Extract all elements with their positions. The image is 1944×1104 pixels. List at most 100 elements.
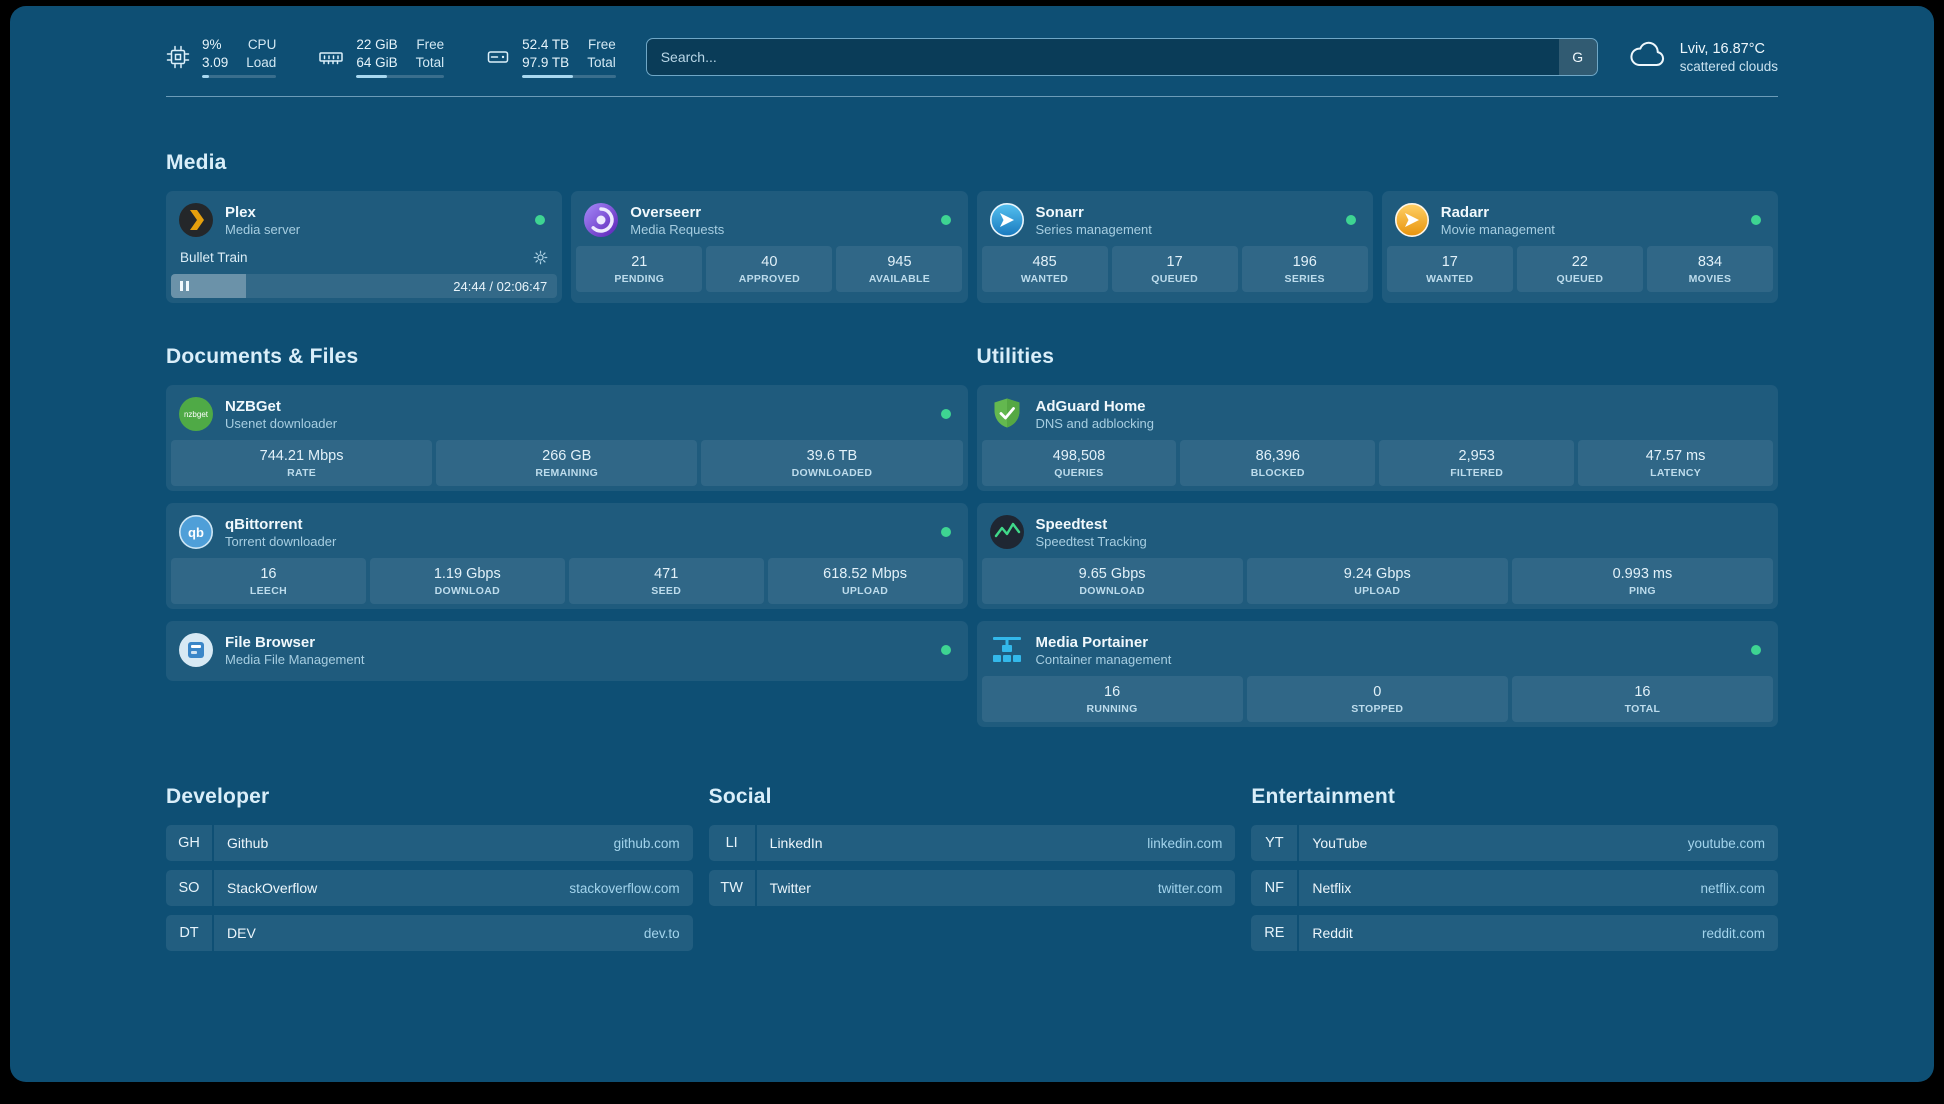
stat-value: 834 [1697,254,1723,270]
bookmark-url: github.com [613,835,680,851]
stat-block: 16 RUNNING [981,676,1243,722]
service-link-sonarr[interactable]: Sonarr Series management [982,196,1368,246]
stat-value: 0 [1373,684,1382,700]
weather-widget[interactable]: Lviv, 16.87°C scattered clouds [1628,39,1778,76]
stat-block: 0.993 ms PING [1511,558,1774,604]
service-card-sonarr: Sonarr Series management 485 WANTED 17 Q… [976,191,1373,303]
stat-value: 21 [631,254,648,270]
service-subtitle: Movie management [1440,221,1555,237]
stat-label: UPLOAD [841,585,889,597]
service-subtitle: Media server [225,221,301,237]
service-subtitle: DNS and adblocking [1035,415,1155,431]
service-subtitle: Series management [1035,221,1152,237]
bookmark-link-linkedin[interactable]: LI LinkedIn linkedin.com [708,825,1236,861]
service-link-radarr[interactable]: Radarr Movie management [1387,196,1773,246]
stat-label: REMAINING [535,467,599,479]
search-input[interactable] [645,38,1598,76]
stat-block: 39.6 TB DOWNLOADED [701,440,963,486]
service-name: Overseerr [630,203,702,221]
bookmark-name: Reddit [1312,925,1353,941]
stat-value: 0.993 ms [1612,566,1673,582]
service-link-speedtest[interactable]: Speedtest Speedtest Tracking [982,508,1774,558]
stat-label: TOTAL [1624,703,1661,715]
pause-icon[interactable] [180,281,189,291]
stat-block: 196 SERIES [1241,246,1368,292]
service-link-adguard[interactable]: AdGuard Home DNS and adblocking [982,390,1774,440]
cpu-icon [166,45,190,69]
stat-value: 471 [654,566,679,582]
now-playing-row: Bullet Train [171,246,557,274]
service-link-nzbget[interactable]: nzbget NZBGet Usenet downloader [171,390,963,440]
cpu-load-label: Load [246,54,277,70]
stat-value: 744.21 Mbps [259,448,344,464]
service-link-filebrowser[interactable]: File Browser Media File Management [171,626,963,676]
stat-value: 2,953 [1458,448,1495,464]
dashboard-frame: 9% 3.09 CPU Load [10,6,1934,1082]
stat-label: SERIES [1284,273,1325,285]
stat-label: RATE [287,467,317,479]
stat-block: 17 QUEUED [1111,246,1238,292]
bookmark-link-dev[interactable]: DT DEV dev.to [166,915,693,951]
service-link-overseerr[interactable]: Overseerr Media Requests [576,196,962,246]
stat-value: 40 [761,254,778,270]
playback-progress-track[interactable]: 24:44 / 02:06:47 [171,274,558,298]
service-link-portainer[interactable]: Media Portainer Container management [982,626,1774,676]
stat-label: FILTERED [1450,467,1504,479]
bookmark-link-stackoverflow[interactable]: SO StackOverflow stackoverflow.com [166,870,693,906]
stat-label: DOWNLOAD [1079,585,1145,597]
stat-block: 744.21 Mbps RATE [171,440,433,486]
memory-total-value: 64 GiB [356,54,398,70]
bookmark-link-reddit[interactable]: RE Reddit reddit.com [1251,915,1778,951]
memory-total-label: Total [415,54,445,70]
stat-block: 945 AVAILABLE [836,246,963,292]
service-name: Speedtest [1035,515,1108,533]
status-dot-online [1751,215,1761,225]
service-stats: 21 PENDING 40 APPROVED 945 AVAILABLE [576,246,963,292]
gear-icon[interactable] [533,250,548,265]
stat-value: 16 [1634,684,1651,700]
bookmark-url: twitter.com [1157,880,1223,896]
bookmark-group-developer: Developer GH Github github.com SO StackO… [166,785,693,951]
bookmark-link-netflix[interactable]: NF Netflix netflix.com [1251,870,1778,906]
service-name: AdGuard Home [1035,397,1146,415]
service-subtitle: Torrent downloader [225,533,337,549]
disk-progress-fill [522,75,573,78]
stat-label: MOVIES [1688,273,1732,285]
bookmark-url: netflix.com [1700,880,1765,896]
stat-block: 266 GB REMAINING [436,440,698,486]
stat-block: 498,508 QUERIES [981,440,1177,486]
bookmark-link-github[interactable]: GH Github github.com [166,825,693,861]
service-name: qBittorrent [225,515,303,533]
stat-label: WANTED [1426,273,1474,285]
stat-value: 9.65 Gbps [1078,566,1146,582]
bookmark-abbr: NF [1251,870,1298,906]
stat-block: 9.24 Gbps UPLOAD [1246,558,1508,604]
search-provider-button[interactable]: G [1558,39,1597,75]
svg-text:nzbget: nzbget [184,410,209,419]
bookmark-group-title: Entertainment [1251,785,1396,808]
stat-value: 22 [1571,254,1588,270]
bookmark-link-twitter[interactable]: TW Twitter twitter.com [708,870,1236,906]
service-link-qbittorrent[interactable]: qb qBittorrent Torrent downloader [171,508,963,558]
section-utilities: Utilities AdGuard Home [976,345,1778,727]
cpu-usage-value: 9% [202,37,222,52]
bookmarks-section: Developer GH Github github.com SO StackO… [166,785,1778,951]
service-link-plex[interactable]: Plex Media server [171,196,557,246]
stat-label: AVAILABLE [868,273,931,285]
service-subtitle: Usenet downloader [225,415,338,431]
radarr-icon [1394,202,1430,238]
service-stats: 16 RUNNING 0 STOPPED 16 TOTAL [981,676,1774,722]
media-cards-row: Plex Media server Bullet Train [166,191,1778,303]
service-subtitle: Container management [1035,651,1172,667]
section-documents: Documents & Files nzbget NZBGet U [166,345,968,681]
bookmark-link-youtube[interactable]: YT YouTube youtube.com [1251,825,1778,861]
playback-progress-fill [171,274,247,298]
bookmark-name: Github [227,835,269,851]
stat-value: 16 [260,566,277,582]
bookmark-abbr: LI [708,825,755,861]
stat-value: 266 GB [542,448,592,464]
stat-value: 485 [1032,254,1057,270]
service-stats: 744.21 Mbps RATE 266 GB REMAINING 39.6 T… [171,440,963,486]
section-media: Media Plex Media server [166,151,1778,303]
stat-block: 47.57 ms LATENCY [1578,440,1773,486]
